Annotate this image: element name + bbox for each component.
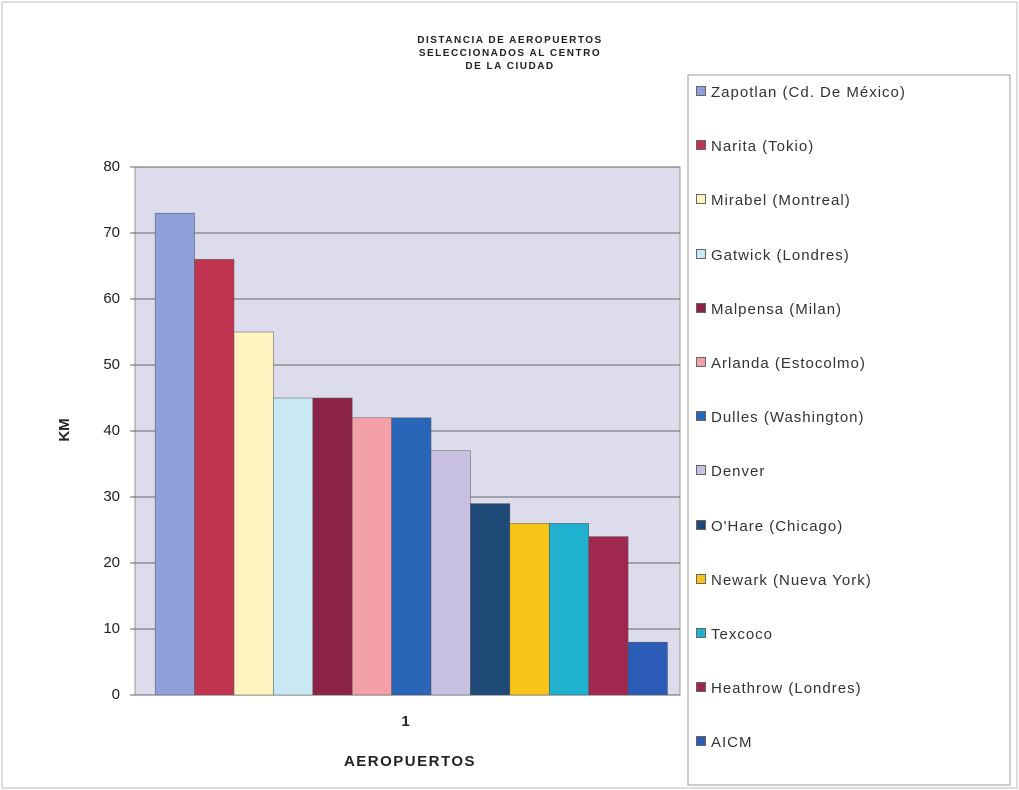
- legend-label: O'Hare (Chicago): [711, 517, 844, 535]
- legend-swatch: [696, 140, 706, 151]
- legend-item: Mirabel (Montreal): [696, 192, 1008, 209]
- legend-swatch: [696, 357, 706, 367]
- legend-item: Newark (Nueva York): [696, 572, 1008, 589]
- bar: [154, 212, 195, 696]
- legend-label: Malpensa (Milan): [711, 300, 843, 318]
- legend-item: AICM: [696, 734, 1008, 751]
- legend-item: O'Hare (Chicago): [696, 518, 1008, 535]
- bar: [430, 450, 471, 696]
- bar: [548, 523, 589, 696]
- bar: [627, 641, 668, 696]
- y-tick-label: 0: [112, 686, 120, 703]
- legend-item: Arlanda (Estocolmo): [696, 355, 1008, 372]
- legend-swatch: [696, 194, 706, 205]
- bar: [351, 417, 392, 696]
- legend-swatch: [696, 465, 706, 476]
- legend-label: Newark (Nueva York): [711, 571, 872, 589]
- legend-swatch: [696, 628, 706, 638]
- legend-item: Dulles (Washington): [696, 409, 1008, 426]
- y-tick-label: 80: [103, 158, 120, 175]
- legend-item: Gatwick (Londres): [696, 247, 1008, 264]
- legend-label: Texcoco: [711, 626, 774, 643]
- y-tick-label: 60: [103, 290, 120, 307]
- y-tick-label: 50: [103, 356, 120, 373]
- legend-item: Malpensa (Milan): [696, 301, 1008, 318]
- legend-label: Denver: [711, 463, 766, 481]
- legend-swatch: [696, 573, 706, 584]
- legend-item: Denver: [696, 463, 1008, 480]
- y-tick-label: 40: [103, 422, 120, 439]
- legend-swatch: [696, 519, 706, 530]
- bar: [194, 259, 235, 696]
- legend-label: Heathrow (Londres): [711, 680, 862, 698]
- legend-swatch: [696, 302, 706, 313]
- bar: [233, 331, 274, 696]
- legend-swatch: [696, 411, 706, 422]
- y-tick-label: 20: [103, 554, 120, 571]
- x-axis-title: AEROPUERTOS: [344, 753, 476, 770]
- bar: [273, 397, 314, 696]
- legend-label: Arlanda (Estocolmo): [711, 355, 866, 372]
- legend-item: Zapotlan (Cd. De México): [696, 84, 1008, 101]
- y-tick-label: 30: [103, 488, 120, 505]
- legend-item: Narita (Tokio): [696, 138, 1008, 155]
- bar: [509, 523, 550, 696]
- legend-swatch: [696, 86, 706, 96]
- y-axis-title: KM: [56, 418, 73, 441]
- legend-label: Zapotlan (Cd. De México): [711, 84, 906, 101]
- y-tick-label: 70: [103, 224, 120, 241]
- bar: [588, 536, 629, 696]
- legend-label: AICM: [711, 734, 753, 752]
- legend-swatch: [696, 736, 706, 747]
- bar: [391, 417, 432, 696]
- legend-label: Dulles (Washington): [711, 409, 865, 427]
- legend-label: Narita (Tokio): [711, 138, 815, 156]
- legend-label: Gatwick (Londres): [711, 246, 850, 264]
- legend-swatch: [696, 248, 706, 259]
- legend-swatch: [696, 682, 706, 693]
- legend-item: Heathrow (Londres): [696, 680, 1008, 697]
- chart-title: DISTANCIA DE AEROPUERTOS SELECCIONADOS A…: [417, 35, 603, 72]
- y-tick-label: 10: [103, 620, 120, 637]
- legend-label: Mirabel (Montreal): [711, 192, 851, 210]
- legend-item: Texcoco: [696, 626, 1008, 643]
- x-tick-label: 1: [401, 713, 409, 730]
- legend-box: [687, 74, 1011, 786]
- bar: [470, 503, 511, 696]
- bar: [312, 397, 353, 696]
